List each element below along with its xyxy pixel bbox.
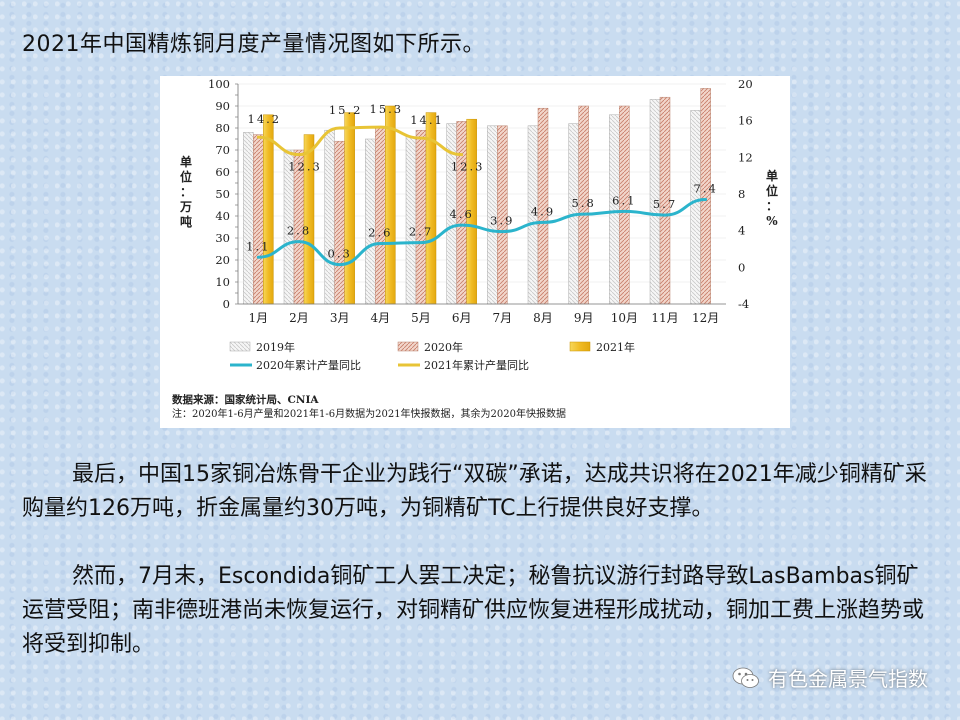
x-tick-label: 9月 <box>574 311 594 325</box>
bar-2020-1 <box>253 134 264 305</box>
x-tick-label: 2月 <box>289 311 309 325</box>
right-tick-label: -4 <box>738 297 749 311</box>
bar-2019-5 <box>405 136 417 305</box>
copper-production-chart: 1.1 2.8 0.3 2.6 2.7 4.6 3.9 4.9 5.8 6.1 5.7 7.4 14.2… <box>171 77 778 420</box>
legend-label-2020-yoy: 2020年累计产量同比 <box>256 358 361 372</box>
data-label-2020: 4.9 <box>531 204 555 218</box>
legend-label-2020: 2020年 <box>424 340 463 354</box>
right-tick-label: 16 <box>738 114 753 128</box>
left-axis-label-char: 位 <box>180 169 192 184</box>
left-tick-label: 80 <box>215 121 230 135</box>
legend-swatch <box>397 341 419 352</box>
bar-2019-12 <box>690 110 701 305</box>
x-tick-label: 6月 <box>452 311 472 325</box>
data-label-2020: 7.4 <box>694 182 718 196</box>
bar-2019-3 <box>324 129 335 305</box>
source-text: 数据来源：国家统计局、CNIA <box>171 393 319 406</box>
right-tick-label: 12 <box>738 150 753 164</box>
data-label-2020: 1.1 <box>246 239 270 253</box>
x-tick-label: 7月 <box>493 311 513 325</box>
paragraph-2: 然而，7月末，Escondida铜矿工人罢工决定；秘鲁抗议游行封路导致LasBa… <box>22 564 925 657</box>
note-text: 注：2020年1-6月产量和2021年1-6月数据为2021年快报数据，其余为2… <box>172 407 566 420</box>
line-2020年累计产量同比 <box>256 198 708 267</box>
legend-swatch <box>229 341 251 352</box>
wechat-icon <box>732 667 759 688</box>
data-label-2021: 15.3 <box>370 102 404 116</box>
data-label-2021: 14.1 <box>410 113 444 127</box>
left-tick-label: 50 <box>215 187 230 201</box>
left-tick-label: 70 <box>215 143 230 157</box>
legend-label-2021-yoy: 2021年累计产量同比 <box>424 358 529 372</box>
x-tick-label: 10月 <box>611 311 638 325</box>
left-tick-label: 0 <box>223 297 230 311</box>
legend-label-2021: 2021年 <box>596 340 635 354</box>
left-tick-label: 30 <box>215 231 230 245</box>
bar-2020-3 <box>334 140 345 305</box>
left-tick-label: 100 <box>208 77 230 91</box>
bar-2020-5 <box>415 129 427 305</box>
chart-panel: 1.1 2.8 0.3 2.6 2.7 4.6 3.9 4.9 5.8 6.1 5.7 7.4 14.2… <box>160 76 790 428</box>
right-axis-label-char: % <box>766 214 778 228</box>
data-label-2021: 15.2 <box>329 103 363 117</box>
x-tick-label: 3月 <box>330 311 350 325</box>
right-tick-label: 8 <box>738 187 745 201</box>
data-label-2020: 5.8 <box>572 196 596 210</box>
data-label-2021: 12.3 <box>451 160 485 174</box>
right-tick-label: 0 <box>738 260 745 274</box>
left-tick-label: 60 <box>215 165 230 179</box>
left-tick-label: 20 <box>215 253 230 267</box>
x-tick-label: 12月 <box>692 311 719 325</box>
data-label-2021: 14.2 <box>248 112 282 126</box>
legend-label-2019: 2019年 <box>256 340 295 354</box>
watermark: 有色金属景气指数 <box>732 663 928 692</box>
x-tick-label: 11月 <box>651 311 678 325</box>
watermark-text: 有色金属景气指数 <box>768 667 928 691</box>
left-tick-label: 90 <box>215 99 230 113</box>
right-tick-label: 20 <box>738 77 753 91</box>
right-axis-label-char: ： <box>766 199 778 213</box>
data-label-2020: 2.7 <box>409 225 433 239</box>
left-tick-label: 40 <box>215 209 230 223</box>
left-axis-label-char: 万 <box>179 200 192 214</box>
bar-2021-1 <box>263 114 274 305</box>
right-tick-label: 4 <box>738 224 745 238</box>
bar-2019-1 <box>243 132 254 305</box>
data-label-2021: 12.3 <box>288 160 322 174</box>
data-label-2020: 3.9 <box>490 214 514 228</box>
bar-2020-12 <box>700 88 711 305</box>
line-2021年累计产量同比 <box>256 125 464 157</box>
data-label-2020: 0.3 <box>328 247 352 261</box>
x-tick-label: 5月 <box>411 311 431 325</box>
headline: 2021年中国精炼铜月度产量情况图如下所示。 <box>22 32 485 57</box>
right-axis-label-char: 单 <box>766 168 778 183</box>
right-axis-label-char: 位 <box>766 183 778 198</box>
data-label-2020: 2.8 <box>287 224 311 238</box>
left-axis-label-char: ： <box>180 185 192 199</box>
bar-2020-4 <box>375 127 386 305</box>
x-tick-label: 4月 <box>371 311 391 325</box>
x-tick-label: 1月 <box>249 311 269 325</box>
bar-2021-4 <box>385 105 396 305</box>
paragraph-1: 最后，中国15家铜冶炼骨干企业为践行“双碳”承诺，达成共识将在2021年减少铜精… <box>22 462 927 521</box>
data-label-2020: 5.7 <box>653 197 677 211</box>
x-tick-label: 8月 <box>533 311 553 325</box>
bar-2019-10 <box>609 114 620 305</box>
legend-swatch <box>569 341 591 352</box>
left-axis-label-char: 吨 <box>180 214 192 229</box>
left-tick-label: 10 <box>215 275 230 289</box>
data-label-2020: 6.1 <box>612 193 636 207</box>
data-label-2020: 4.6 <box>450 207 474 221</box>
bar-2021-3 <box>344 112 355 305</box>
left-axis-label-char: 单 <box>180 154 192 169</box>
data-label-2020: 2.6 <box>368 226 392 240</box>
bar-2019-4 <box>365 138 376 305</box>
